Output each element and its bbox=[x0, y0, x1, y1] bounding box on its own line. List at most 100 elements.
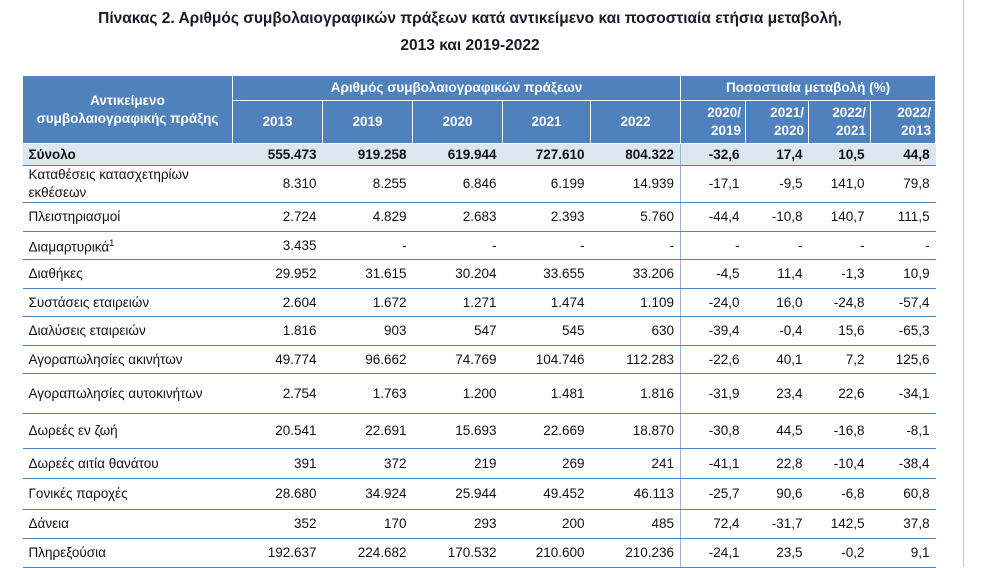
table-row: Διαμαρτυρικά1 3.435- - - - - - - - bbox=[22, 231, 936, 260]
cell: 2.724 bbox=[232, 202, 323, 232]
cell: 170 bbox=[322, 509, 413, 539]
cell: 1.474 bbox=[502, 288, 591, 317]
cell: - bbox=[808, 231, 871, 260]
cell: 111,5 bbox=[870, 202, 936, 232]
row-label-text: Διαλύσεις εταιρειών bbox=[28, 323, 146, 338]
count-group-header: Αριθμός συμβολαιογραφικών πράξεων bbox=[231, 75, 682, 101]
cell: 15.693 bbox=[412, 413, 503, 449]
row-label-text: Γονικές παροχές bbox=[28, 486, 128, 501]
cell: 34.924 bbox=[322, 478, 413, 510]
row-label-text: Δάνεια bbox=[28, 516, 69, 531]
cell: 391 bbox=[232, 448, 323, 479]
cell: 485 bbox=[590, 509, 681, 539]
cell: -6,8 bbox=[808, 478, 871, 510]
cell: -24,8 bbox=[808, 288, 871, 317]
table-row: Διαθήκες 29.952 31.615 30.204 33.655 33.206 -4… bbox=[22, 259, 936, 289]
cell: - bbox=[680, 231, 746, 260]
row-label: Συστάσεις εταιρειών bbox=[22, 288, 233, 317]
cell: - bbox=[322, 231, 413, 260]
cell: 40,1 bbox=[745, 345, 809, 374]
cell: 1.200 bbox=[412, 373, 503, 414]
row-label: Αγοραπωλησίες ακινήτων bbox=[22, 345, 233, 374]
cell: -0,2 bbox=[808, 538, 871, 568]
cell: -44,4 bbox=[680, 202, 746, 232]
cell: 555.473 bbox=[232, 143, 323, 166]
cell: 3.435 bbox=[232, 231, 323, 260]
cell: 37,8 bbox=[870, 509, 936, 539]
cell: 22,6 bbox=[808, 373, 871, 414]
cell: 14.939 bbox=[590, 165, 681, 203]
column-header: 2022/ 2013 bbox=[870, 100, 937, 144]
cell: 72,4 bbox=[680, 509, 746, 539]
cell: 8.310 bbox=[232, 165, 323, 203]
row-label-text: Δωρεές αιτία θανάτου bbox=[28, 455, 159, 471]
cell: 919.258 bbox=[322, 143, 413, 166]
cell: 125,6 bbox=[870, 345, 936, 374]
row-label: Σύνολο bbox=[22, 143, 233, 166]
cell: 60,8 bbox=[870, 478, 936, 510]
row-label-text: Πληρεξούσια bbox=[28, 545, 106, 560]
row-label: Δάνεια bbox=[22, 509, 233, 539]
cell: 16,0 bbox=[745, 288, 809, 317]
cell: - bbox=[412, 231, 503, 260]
cell: 141,0 bbox=[808, 165, 871, 203]
table-row: Πλειστηριασμοί 2.724 4.829 2.683 2.393 5.760-… bbox=[22, 202, 936, 232]
cell: -57,4 bbox=[870, 288, 936, 317]
cell: -22,6 bbox=[680, 345, 746, 374]
cell: 28.680 bbox=[232, 478, 323, 510]
cell: 10,9 bbox=[870, 259, 936, 289]
subject-header: Αντικείμενο συμβολαιογραφικής πράξης bbox=[22, 75, 233, 144]
table-row: Συστάσεις εταιρειών 2.604 1.672 1.271 1.474 1… bbox=[22, 288, 936, 317]
cell: 29.952 bbox=[232, 259, 323, 289]
cell: 140,7 bbox=[808, 202, 871, 232]
cell: 22.691 bbox=[322, 413, 413, 449]
cell: 619.944 bbox=[412, 143, 503, 166]
row-label: Δωρεές αιτία θανάτου bbox=[22, 448, 233, 479]
cell: 18.870 bbox=[590, 413, 681, 449]
cell: -25,7 bbox=[680, 478, 746, 510]
cell: -30,8 bbox=[680, 413, 746, 449]
row-label: Διαμαρτυρικά1 bbox=[22, 231, 233, 260]
cell: 142,5 bbox=[808, 509, 871, 539]
cell: - bbox=[870, 231, 936, 260]
row-label-text: Καταθέσεις κατασχετηρίων εκθέσεων bbox=[28, 167, 189, 200]
cell: 49.452 bbox=[502, 478, 591, 510]
cell: -10,4 bbox=[808, 448, 871, 479]
cell: 269 bbox=[502, 448, 591, 479]
cell: 5.760 bbox=[590, 202, 681, 232]
cell: 903 bbox=[322, 316, 413, 346]
column-header: 2020 bbox=[412, 100, 503, 144]
cell: 2.604 bbox=[232, 288, 323, 317]
row-label-text: Συστάσεις εταιρειών bbox=[28, 294, 150, 310]
cell: -31,9 bbox=[680, 373, 746, 414]
cell: 630 bbox=[590, 316, 681, 346]
cell: 74.769 bbox=[412, 345, 503, 374]
table-row: Αγοραπωλησίες ακινήτων 49.774 96.662 74.769… bbox=[22, 345, 936, 374]
row-label: Καταθέσεις κατασχετηρίων εκθέσεων bbox=[22, 165, 233, 203]
cell: 210.600 bbox=[502, 538, 591, 568]
cell: 1.816 bbox=[590, 373, 681, 414]
column-header: 2022/ 2021 bbox=[808, 100, 872, 144]
cell: -10,8 bbox=[745, 202, 809, 232]
cell: 46.113 bbox=[590, 478, 681, 510]
cell: -38,4 bbox=[870, 448, 936, 479]
cell: 545 bbox=[502, 316, 591, 346]
cell: 10,5 bbox=[808, 143, 871, 166]
cell: 9,1 bbox=[870, 538, 936, 568]
cell: - bbox=[590, 231, 681, 260]
cell: 30.204 bbox=[412, 259, 503, 289]
cell: 22,8 bbox=[745, 448, 809, 479]
cell: -1,3 bbox=[808, 259, 871, 289]
cell: 90,6 bbox=[745, 478, 809, 510]
cell: -8,1 bbox=[870, 413, 936, 449]
cell: -41,1 bbox=[680, 448, 746, 479]
cell: 44,8 bbox=[870, 143, 936, 166]
cell: - bbox=[745, 231, 809, 260]
cell: -24,1 bbox=[680, 538, 746, 568]
row-label: Πλειστηριασμοί bbox=[22, 202, 233, 232]
cell: -16,8 bbox=[808, 413, 871, 449]
row-label: Γονικές παροχές bbox=[22, 478, 233, 510]
cell: 241 bbox=[590, 448, 681, 479]
cell: 33.655 bbox=[502, 259, 591, 289]
cell: 31.615 bbox=[322, 259, 413, 289]
